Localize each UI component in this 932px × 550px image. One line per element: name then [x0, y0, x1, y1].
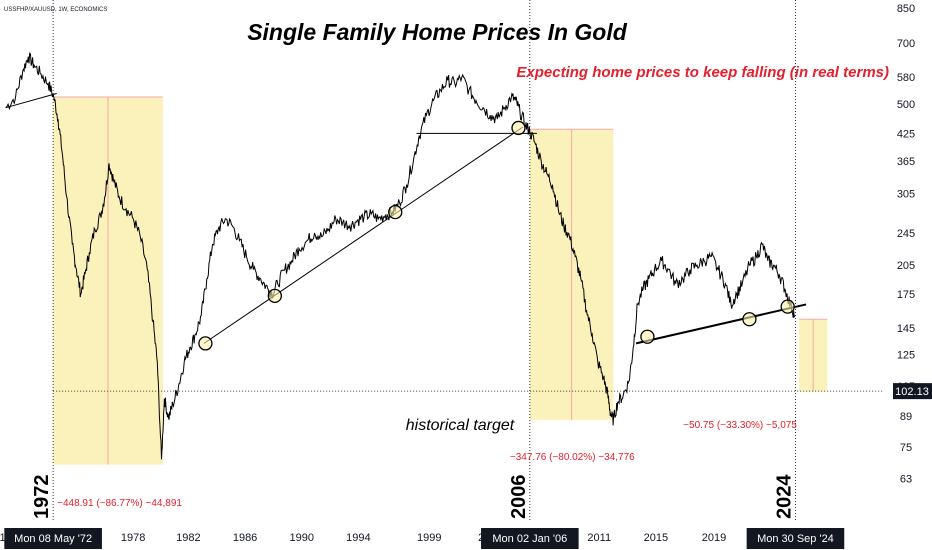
symbol-line: USSFHP/XAUUSD, 1W, ECONOMICS [4, 7, 107, 13]
measurement-label: −347.76 (−80.02%) −34,776 [510, 452, 635, 463]
x-axis: 1919781982198619901994199920020112015201… [0, 528, 845, 549]
measurement-label: −448.91 (−86.77%) −44,891 [57, 498, 182, 509]
date-badge-label: Mon 02 Jan '06 [492, 533, 567, 545]
x-tick-label: 1990 [290, 532, 314, 544]
touch-circle [388, 204, 403, 220]
reference-lines [52, 0, 884, 520]
y-tick-label: 305 [897, 188, 915, 200]
x-tick-label: 2011 [587, 532, 611, 544]
y-tick-label: 245 [897, 228, 915, 240]
date-badge-label: Mon 30 Sep '24 [757, 533, 834, 545]
x-tick-label: 2015 [644, 532, 668, 544]
trendline [635, 303, 807, 345]
measurement-label: −50.75 (−33.30%) −5,075 [683, 420, 797, 431]
price-badge-label: 102.13 [895, 386, 929, 398]
y-tick-label: 580 [897, 72, 915, 84]
year-label: 2006 [508, 475, 530, 520]
y-tick-label: 700 [897, 38, 915, 50]
touch-circle [267, 288, 282, 304]
y-tick-label: 125 [897, 350, 915, 362]
y-tick-label: 205 [897, 260, 915, 272]
trendline [203, 126, 524, 344]
y-tick-label: 365 [897, 156, 915, 168]
touch-circles [198, 120, 795, 351]
chart-title: Single Family Home Prices In Gold [247, 19, 628, 45]
y-tick-label: 500 [897, 99, 915, 111]
y-tick-label: 850 [897, 3, 915, 15]
touch-circle [640, 329, 655, 344]
x-tick-label: 1994 [346, 532, 370, 544]
chart-subtitle: Expecting home prices to keep falling (i… [516, 64, 889, 81]
date-badge [746, 528, 845, 549]
date-badge-label: Mon 08 May '72 [14, 533, 92, 545]
touch-circle [742, 312, 757, 327]
touch-circle [511, 120, 526, 136]
price-badge [893, 383, 932, 400]
y-tick-label: 145 [897, 323, 915, 335]
x-tick-label: 1982 [176, 532, 200, 544]
year-label: 2024 [773, 474, 795, 519]
y-tick-label: 425 [897, 128, 915, 140]
date-badge [4, 528, 102, 549]
annotation-labels: 1972 2006 2024 −448.91 (−86.77%) −44,891 −34… [31, 420, 797, 519]
y-tick-label: 89 [900, 411, 912, 423]
y-tick-label: 63 [900, 473, 912, 485]
trendline [5, 93, 57, 109]
y-axis: 8507005805004253653052452051751451251058… [893, 3, 932, 485]
x-tick-label: 2019 [702, 532, 726, 544]
y-tick-label: 75 [900, 442, 912, 454]
touch-circle [198, 336, 213, 351]
measurement-zones [53, 96, 828, 465]
x-tick-label: 1978 [121, 532, 145, 544]
x-tick-label: 1999 [417, 532, 441, 544]
historical-target-label: historical target [406, 417, 515, 434]
y-tick-label: 175 [897, 289, 915, 301]
year-label: 1972 [31, 475, 53, 520]
touch-circle [780, 299, 795, 314]
price-line [5, 52, 796, 460]
x-tick-label: 1986 [233, 532, 257, 544]
date-badge [481, 528, 579, 549]
